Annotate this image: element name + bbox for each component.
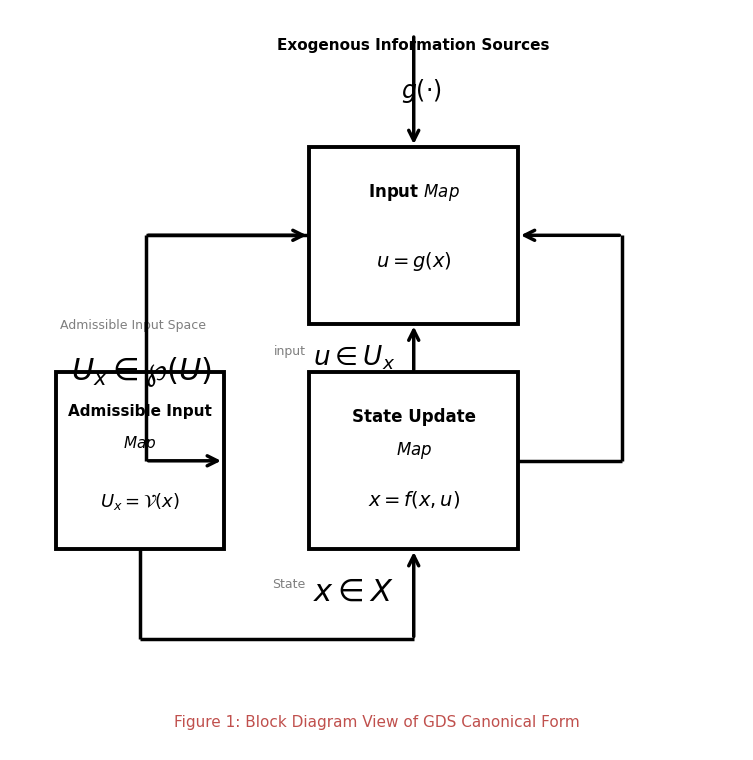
Text: State Update: State Update xyxy=(352,407,476,426)
FancyBboxPatch shape xyxy=(56,372,224,549)
Text: $g(\cdot)$: $g(\cdot)$ xyxy=(401,77,441,105)
Text: input: input xyxy=(274,345,306,358)
Text: $x \in X$: $x \in X$ xyxy=(313,578,394,606)
Text: $U_x = \mathcal{V}(x)$: $U_x = \mathcal{V}(x)$ xyxy=(100,491,180,512)
Text: Figure 1: Block Diagram View of GDS Canonical Form: Figure 1: Block Diagram View of GDS Cano… xyxy=(174,714,579,730)
Text: Input $\mathit{Map}$: Input $\mathit{Map}$ xyxy=(367,182,459,204)
Text: $\mathit{Map}$: $\mathit{Map}$ xyxy=(395,440,432,461)
Text: $u = g(x)$: $u = g(x)$ xyxy=(376,250,452,274)
Text: $x = f(x, u)$: $x = f(x, u)$ xyxy=(367,489,460,510)
Text: Admissible Input: Admissible Input xyxy=(68,404,212,419)
FancyBboxPatch shape xyxy=(309,147,518,324)
Text: $u \in U_x$: $u \in U_x$ xyxy=(313,344,395,372)
Text: State: State xyxy=(273,578,306,591)
Text: $U_x \in \wp(U)$: $U_x \in \wp(U)$ xyxy=(72,356,212,389)
FancyBboxPatch shape xyxy=(309,372,518,549)
Text: Exogenous Information Sources: Exogenous Information Sources xyxy=(278,38,550,53)
Text: $\mathit{Map}$: $\mathit{Map}$ xyxy=(123,434,157,453)
Text: Admissible Input Space: Admissible Input Space xyxy=(60,319,206,332)
